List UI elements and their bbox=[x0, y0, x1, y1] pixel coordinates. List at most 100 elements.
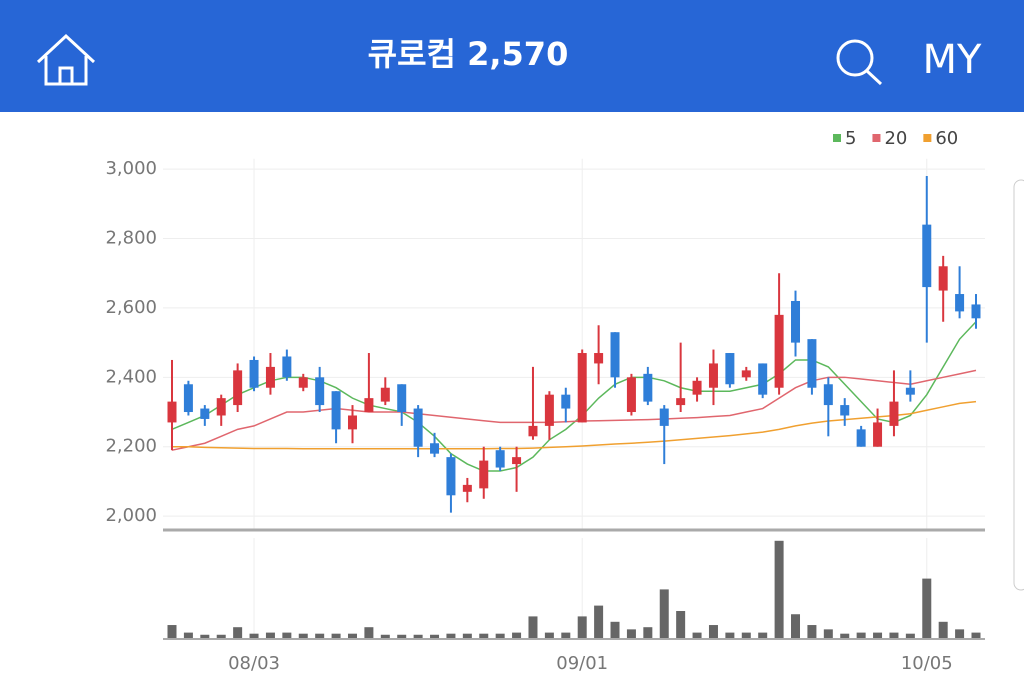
candle-body bbox=[512, 457, 522, 465]
volume-bar bbox=[955, 629, 965, 638]
candle-body bbox=[298, 377, 308, 388]
candle-body bbox=[331, 391, 341, 430]
scroll-indicator bbox=[1013, 179, 1024, 591]
volume-bar bbox=[807, 625, 817, 638]
volume-bar bbox=[659, 589, 669, 638]
my-button[interactable]: MY bbox=[923, 37, 983, 83]
legend-swatch bbox=[923, 134, 932, 142]
candle-body bbox=[889, 401, 899, 426]
volume-bar bbox=[774, 540, 784, 638]
volume-bar bbox=[725, 632, 735, 638]
volume-bar bbox=[347, 633, 357, 638]
candle-body bbox=[643, 373, 653, 402]
volume-bar bbox=[479, 633, 489, 638]
candle-body bbox=[823, 384, 833, 406]
y-tick-label: 3,000 bbox=[105, 158, 157, 179]
y-tick-label: 2,200 bbox=[105, 436, 157, 457]
volume-bar bbox=[561, 632, 571, 638]
search-icon bbox=[836, 39, 874, 77]
volume-bar bbox=[380, 634, 390, 638]
y-tick-label: 2,600 bbox=[105, 297, 157, 318]
candle-body bbox=[561, 394, 571, 409]
candle-body bbox=[364, 398, 374, 413]
candle-body bbox=[462, 484, 472, 492]
volume-bar bbox=[577, 616, 587, 638]
volume-bar bbox=[889, 632, 899, 638]
candle-body bbox=[347, 415, 357, 430]
volume-bar bbox=[905, 633, 915, 638]
volume-bar bbox=[610, 621, 620, 638]
volume-bar bbox=[282, 632, 292, 638]
volume-bar bbox=[183, 632, 193, 638]
candle-body bbox=[971, 304, 981, 319]
volume-bar bbox=[462, 633, 472, 638]
candle-body bbox=[626, 377, 636, 413]
chart: 2,000 2,200 2,400 2,600 2,800 3,000 08/03 09/01… bbox=[105, 128, 985, 674]
volume-bar bbox=[413, 634, 423, 638]
candle-body bbox=[544, 394, 554, 426]
candle-body bbox=[610, 332, 620, 378]
volume-bar bbox=[676, 611, 686, 638]
volume-bar bbox=[446, 633, 456, 638]
candle-body bbox=[840, 405, 850, 416]
volume-bar bbox=[200, 634, 210, 638]
candle-body bbox=[708, 363, 718, 388]
legend-swatch bbox=[872, 134, 881, 142]
candle-body bbox=[446, 457, 456, 496]
candle-body bbox=[413, 408, 423, 447]
volume-bar bbox=[495, 633, 505, 638]
volume-bar bbox=[265, 632, 275, 638]
search-button[interactable] bbox=[836, 39, 883, 86]
candle-body bbox=[807, 339, 817, 388]
volume-bar bbox=[856, 632, 866, 638]
legend-label: 5 bbox=[845, 128, 856, 149]
volume-bar bbox=[331, 633, 341, 638]
legend-label: 60 bbox=[935, 128, 958, 149]
home-icon bbox=[36, 33, 96, 86]
y-tick-label: 2,800 bbox=[105, 228, 157, 249]
candle-body bbox=[397, 384, 407, 413]
volume-bar bbox=[594, 605, 604, 638]
candle-body bbox=[594, 353, 604, 364]
volume-bar bbox=[544, 632, 554, 638]
volume-bar bbox=[233, 627, 243, 638]
volume-bar bbox=[840, 633, 850, 638]
ma-line bbox=[172, 400, 977, 450]
volume-bar bbox=[938, 621, 948, 638]
volume-bar bbox=[758, 632, 768, 638]
candle-body bbox=[873, 422, 883, 447]
header-bar bbox=[0, 0, 1024, 112]
candle-body bbox=[315, 377, 325, 406]
volume-bar bbox=[708, 625, 718, 638]
candle-body bbox=[249, 359, 259, 388]
volume-bar bbox=[216, 634, 226, 638]
search-icon-handle bbox=[865, 69, 883, 86]
candle-body bbox=[577, 353, 587, 423]
volume-bar bbox=[298, 633, 308, 638]
candle-body bbox=[216, 398, 226, 416]
volume-bar bbox=[643, 627, 653, 638]
volume-bar bbox=[430, 634, 440, 638]
candle-body bbox=[758, 363, 768, 395]
y-tick-label: 2,400 bbox=[105, 366, 157, 387]
volume-bar bbox=[873, 632, 883, 638]
candle-body bbox=[791, 300, 801, 343]
candle-body bbox=[905, 387, 915, 395]
candle-body bbox=[528, 425, 538, 437]
home-button[interactable] bbox=[36, 33, 96, 86]
candle-body bbox=[725, 353, 735, 385]
volume-bar bbox=[823, 629, 833, 638]
candle-body bbox=[774, 314, 784, 388]
candle-body bbox=[955, 294, 965, 312]
candle-body bbox=[380, 387, 390, 402]
legend-label: 20 bbox=[884, 128, 907, 149]
candle-body bbox=[676, 398, 686, 406]
candle-body bbox=[233, 370, 243, 406]
volume-bar bbox=[397, 634, 407, 638]
volume-bar bbox=[315, 633, 325, 638]
x-tick-label: 09/01 bbox=[556, 653, 608, 674]
legend-swatch bbox=[833, 134, 841, 142]
candle-body bbox=[922, 224, 932, 288]
candle-body bbox=[495, 450, 505, 468]
volume-bar bbox=[364, 627, 374, 638]
